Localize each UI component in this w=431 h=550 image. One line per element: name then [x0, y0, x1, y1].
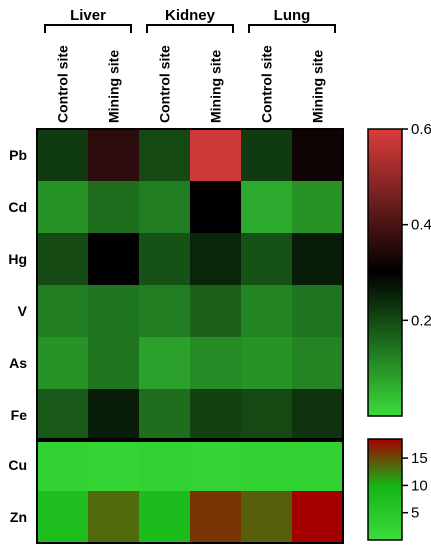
- row-label: Zn: [10, 509, 27, 525]
- heatmap-cell: [139, 233, 191, 286]
- heatmap-cell: [241, 285, 293, 338]
- heatmap-cell: [139, 439, 191, 492]
- heatmap-cell: [37, 389, 89, 442]
- column-label: Control site: [259, 45, 275, 123]
- heatmap-cell: [37, 233, 89, 286]
- heatmap-cell: [190, 129, 242, 182]
- heatmap-cell: [241, 439, 293, 492]
- row-label: V: [18, 303, 28, 319]
- heatmap-cell: [292, 491, 344, 544]
- colorbar: [367, 128, 403, 417]
- heatmap-cell: [190, 337, 242, 390]
- heatmap-cell: [292, 439, 344, 492]
- heatmap-cell: [88, 181, 140, 234]
- colorbar-tick-label: 0.6: [411, 121, 431, 138]
- colorbar-tick-label: 15: [411, 450, 428, 467]
- heatmap-cell: [241, 233, 293, 286]
- heatmap-cell: [88, 285, 140, 338]
- heatmap-cell: [88, 491, 140, 544]
- heatmap-cell: [139, 491, 191, 544]
- heatmap-cell: [88, 337, 140, 390]
- row-label: Fe: [11, 407, 28, 423]
- organ-label: Lung: [274, 7, 311, 24]
- heatmap-cell: [241, 181, 293, 234]
- heatmap-cell: [292, 337, 344, 390]
- heatmap-cell: [241, 389, 293, 442]
- heatmap-cell: [37, 337, 89, 390]
- heatmap-cell: [292, 389, 344, 442]
- heatmap-cell: [190, 389, 242, 442]
- panel-frame: [36, 128, 344, 442]
- column-label: Mining site: [106, 50, 122, 123]
- organ-bracket: [248, 24, 336, 33]
- row-label: Pb: [9, 147, 27, 163]
- panel-frame: [36, 438, 344, 544]
- colorbar-tick-label: 0.4: [411, 217, 431, 234]
- heatmap-cell: [292, 233, 344, 286]
- heatmap-cell: [190, 233, 242, 286]
- column-label: Control site: [157, 45, 173, 123]
- colorbar: [367, 438, 403, 541]
- heatmap-cell: [292, 181, 344, 234]
- heatmap-cell: [139, 129, 191, 182]
- heatmap-cell: [88, 129, 140, 182]
- organ-header: Kidney: [146, 7, 234, 33]
- colorbar-tick-label: 10: [411, 477, 428, 494]
- row-label: Cd: [8, 199, 27, 215]
- heatmap-cell: [190, 285, 242, 338]
- organ-bracket: [146, 24, 234, 33]
- row-label: Cu: [8, 457, 27, 473]
- column-label: Mining site: [208, 50, 224, 123]
- heatmap-cell: [139, 389, 191, 442]
- heatmap-cell: [37, 285, 89, 338]
- row-label: As: [9, 355, 27, 371]
- organ-header: Liver: [44, 7, 132, 33]
- column-label: Mining site: [310, 50, 326, 123]
- heatmap-cell: [241, 337, 293, 390]
- heatmap-cell: [88, 233, 140, 286]
- heatmap-cell: [241, 491, 293, 544]
- heatmap-cell: [88, 389, 140, 442]
- heatmap-cell: [292, 285, 344, 338]
- heatmap-cell: [190, 491, 242, 544]
- heatmap-cell: [139, 181, 191, 234]
- heatmap-cell: [88, 439, 140, 492]
- heatmap-cell: [190, 439, 242, 492]
- heatmap-cell: [139, 285, 191, 338]
- heatmap-cell: [37, 181, 89, 234]
- heatmap-cell: [37, 439, 89, 492]
- row-label: Hg: [8, 251, 27, 267]
- organ-label: Kidney: [165, 7, 216, 24]
- colorbar-tick-label: 5: [411, 505, 419, 522]
- heatmap-cell: [241, 129, 293, 182]
- heatmap-cell: [139, 337, 191, 390]
- column-label: Control site: [55, 45, 71, 123]
- heatmap-cell: [190, 181, 242, 234]
- heatmap-cell: [292, 129, 344, 182]
- colorbar-tick-label: 0.2: [411, 312, 431, 329]
- organ-label: Liver: [70, 7, 106, 24]
- heatmap-cell: [37, 491, 89, 544]
- heatmap-cell: [37, 129, 89, 182]
- organ-bracket: [44, 24, 132, 33]
- organ-header: Lung: [248, 7, 336, 33]
